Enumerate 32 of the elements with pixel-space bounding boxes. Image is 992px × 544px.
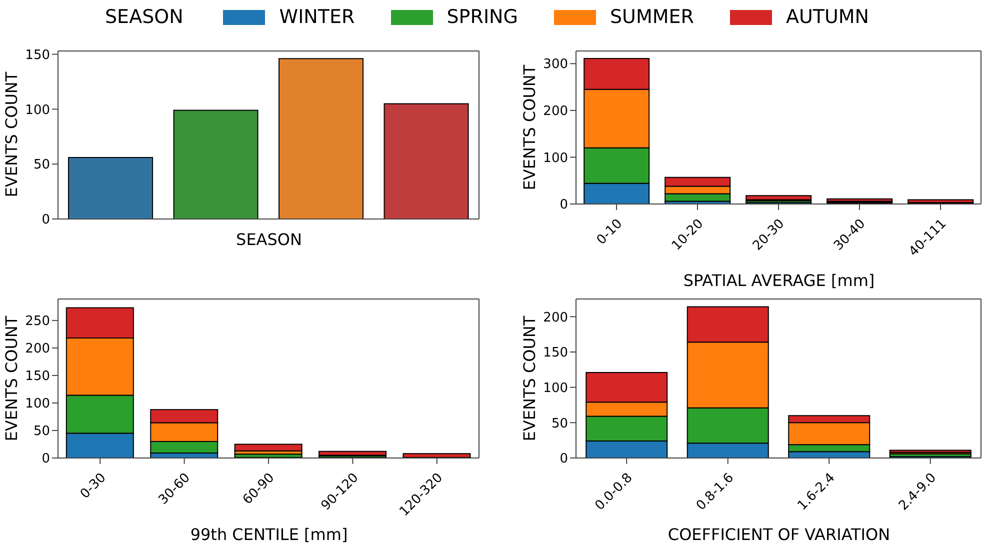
y-tick-label: 100 (543, 380, 568, 396)
y-tick-label: 200 (543, 104, 568, 120)
x-axis-title: SEASON (235, 230, 303, 249)
y-tick-label: 50 (33, 158, 50, 173)
legend-label: SPRING (446, 6, 518, 28)
y-axis-title: EVENTS COUNT (2, 315, 22, 441)
x-axis-title: COEFFICIENT OF VARIATION (666, 525, 892, 544)
y-axis-title: EVENTS COUNT (520, 315, 540, 441)
y-tick-label: 150 (25, 48, 50, 63)
x-axis-title: 99th CENTILE [mm] (189, 525, 349, 544)
legend-label: WINTER (279, 6, 355, 28)
y-tick-label: 200 (543, 310, 568, 326)
x-axis-title: SPATIAL AVERAGE [mm] (682, 271, 876, 290)
y-tick-label: 250 (25, 314, 50, 330)
y-tick-label: 0 (560, 198, 568, 213)
legend-label: SUMMER (610, 6, 694, 28)
y-tick-label: 150 (25, 369, 50, 384)
y-tick-label: 100 (25, 396, 50, 412)
y-axis-title: EVENTS COUNT (520, 64, 540, 190)
y-tick-label: 0 (560, 452, 568, 467)
legend-title: SEASON (105, 6, 184, 28)
y-tick-label: 100 (543, 150, 568, 166)
y-tick-label: 0 (42, 452, 50, 467)
y-tick-label: 300 (543, 57, 568, 72)
y-tick-label: 0 (42, 212, 50, 228)
y-tick-label: 50 (551, 416, 568, 432)
y-axis-title: EVENTS COUNT (2, 72, 22, 198)
y-tick-label: 100 (25, 102, 50, 118)
legend-label: AUTUMN (786, 6, 869, 28)
y-tick-label: 50 (33, 424, 50, 440)
y-tick-label: 200 (25, 342, 50, 357)
y-tick-label: 150 (543, 346, 568, 361)
